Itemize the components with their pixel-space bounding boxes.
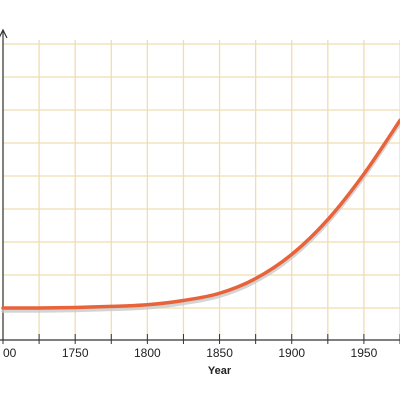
x-tick-label: 1850 — [206, 346, 233, 360]
series-line-shadow — [1, 121, 400, 313]
x-tick-label: 00 — [3, 346, 17, 360]
x-tick-label: 1750 — [62, 346, 89, 360]
y-axis-arrow — [0, 28, 8, 39]
x-axis-label: Year — [208, 365, 232, 377]
x-tick-label: 1950 — [351, 346, 378, 360]
axes — [0, 28, 400, 344]
grid — [2, 40, 400, 340]
series-line — [1, 118, 400, 310]
x-tick-label: 1800 — [134, 346, 161, 360]
tick-labels: 00 1750 1800 1850 1900 1950 — [3, 346, 378, 360]
series-layer — [1, 118, 400, 313]
x-tick-label: 1900 — [278, 346, 305, 360]
